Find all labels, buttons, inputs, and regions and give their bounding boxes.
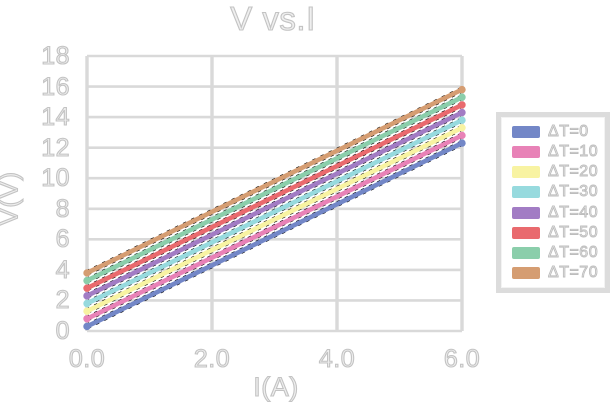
plot-area: [83, 54, 466, 333]
legend-label: ΔT=30: [548, 183, 599, 201]
series-line-ΔT=50: [84, 102, 465, 291]
legend-entry: ΔT=60: [512, 243, 601, 263]
y-tick-label: 2: [55, 286, 70, 315]
legend-entry: ΔT=40: [512, 203, 601, 223]
data-point-marker: [83, 307, 91, 315]
legend-swatch-icon: [512, 166, 540, 179]
data-point-marker: [83, 299, 91, 308]
data-point-marker: [458, 116, 466, 124]
series-line-ΔT=60: [84, 94, 465, 283]
data-point-marker: [83, 322, 91, 331]
data-point-marker: [458, 131, 466, 140]
y-tick-label: 18: [41, 41, 70, 70]
plot-canvas: [83, 54, 466, 333]
series-line-ΔT=40: [84, 110, 465, 299]
y-tick-label: 4: [55, 255, 70, 284]
series-line-ΔT=10: [84, 133, 465, 322]
legend-label: ΔT=0: [548, 123, 589, 141]
data-point-marker: [83, 276, 91, 285]
data-point-marker: [83, 315, 91, 323]
data-point-marker: [458, 101, 466, 109]
x-tick-label: 6.0: [443, 345, 481, 373]
series-line-ΔT=0: [84, 140, 465, 329]
legend-swatch-icon: [512, 126, 540, 139]
series-line-ΔT=30: [84, 117, 465, 306]
data-point-marker: [458, 85, 466, 94]
y-tick-label: 10: [41, 164, 70, 193]
legend-entry: ΔT=20: [512, 162, 601, 182]
series-line-ΔT=20: [84, 125, 465, 314]
data-point-marker: [458, 124, 466, 132]
data-point-marker: [458, 93, 466, 101]
legend-label: ΔT=20: [548, 163, 599, 181]
legend-swatch-icon: [512, 266, 540, 279]
x-axis-label: I(A): [253, 371, 299, 402]
legend-swatch-icon: [512, 146, 540, 159]
legend-entry: ΔT=0: [512, 122, 601, 142]
data-point-marker: [83, 292, 91, 300]
legend-label: ΔT=50: [548, 223, 599, 241]
legend-entry: ΔT=10: [512, 142, 601, 162]
legend-entry: ΔT=50: [512, 223, 601, 243]
chart-title: V vs.I: [230, 0, 316, 38]
legend-swatch-icon: [512, 186, 540, 199]
series-line-ΔT=70: [84, 87, 465, 276]
legend-swatch-icon: [512, 206, 540, 219]
x-tick-label: 4.0: [318, 345, 356, 373]
legend-label: ΔT=70: [548, 263, 599, 281]
legend: ΔT=0 ΔT=10 ΔT=20 ΔT=30 ΔT=40 ΔT=50 ΔT=60 ΔT=70: [496, 112, 610, 293]
legend-entry: ΔT=70: [512, 263, 601, 283]
x-tick-label: 0.0: [68, 345, 106, 373]
legend-swatch-icon: [512, 246, 540, 259]
y-tick-label: 8: [55, 194, 70, 223]
data-point-marker: [458, 139, 466, 147]
data-point-marker: [83, 269, 91, 277]
y-tick-label: 0: [55, 316, 70, 345]
legend-swatch-icon: [512, 226, 540, 239]
data-point-marker: [458, 108, 466, 117]
y-tick-label: 16: [41, 72, 70, 101]
y-tick-label: 12: [41, 133, 70, 162]
legend-label: ΔT=10: [548, 143, 599, 161]
legend-label: ΔT=40: [548, 203, 599, 221]
x-tick-label: 2.0: [193, 345, 231, 373]
legend-label: ΔT=60: [548, 243, 599, 261]
legend-entry: ΔT=30: [512, 182, 601, 202]
y-tick-label: 14: [41, 103, 70, 132]
y-tick-label: 6: [55, 225, 70, 254]
data-point-marker: [83, 284, 91, 292]
